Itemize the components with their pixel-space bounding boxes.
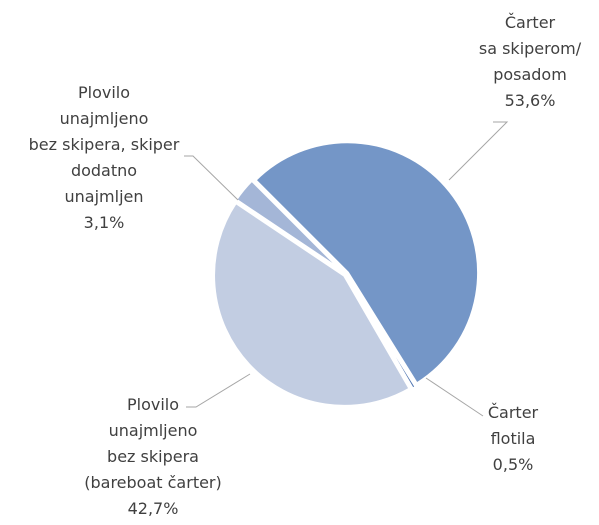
slice-4-category-label: dodatno	[71, 161, 137, 180]
leader-line-4	[184, 155, 239, 201]
slice-1-category-label: Čarter	[505, 13, 556, 32]
slice-3-category-label: unajmljeno	[109, 421, 198, 440]
slice-3-category-label: (bareboat čarter)	[84, 473, 222, 492]
slice-2-value-label: 0,5%	[493, 455, 534, 474]
slice-4-category-label: bez skipera, skiper	[29, 135, 180, 154]
pie-slice-1	[253, 140, 481, 386]
slice-4-category-label: unajmljen	[65, 187, 144, 206]
leader-line-3	[186, 373, 251, 408]
pie-slice-4	[234, 178, 346, 275]
slice-3-category-label: Plovilo	[127, 395, 179, 414]
slice-1-category-label: sa skiperom/	[479, 39, 582, 58]
slice-2-category-label: flotila	[491, 429, 536, 448]
slice-1-value-label: 53,6%	[505, 91, 556, 110]
pie-slice-3	[212, 200, 412, 408]
slice-2-category-label: Čarter	[488, 403, 539, 422]
pie-slice-2	[345, 274, 418, 391]
slice-3-category-label: bez skipera	[107, 447, 199, 466]
slice-4-value-label: 3,1%	[84, 213, 125, 232]
leader-line-2	[425, 377, 484, 417]
slice-3-value-label: 42,7%	[128, 499, 179, 518]
slice-4-category-label: Plovilo	[78, 83, 130, 102]
slice-1-category-label: posadom	[493, 65, 567, 84]
slice-4-category-label: unajmljeno	[60, 109, 149, 128]
leader-line-1	[448, 121, 509, 181]
